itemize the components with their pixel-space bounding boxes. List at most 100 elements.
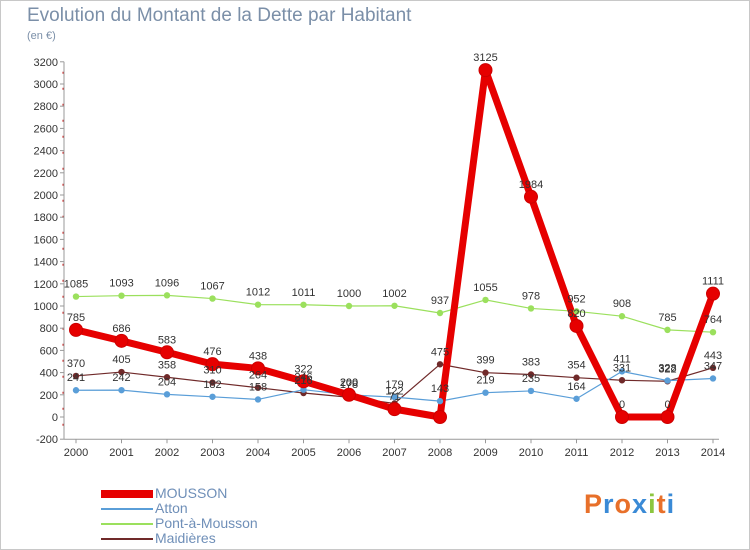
legend-label: Maidières bbox=[155, 530, 216, 546]
x-tick-label: 2010 bbox=[519, 447, 543, 459]
data-label-atton: 219 bbox=[476, 375, 494, 387]
data-label-pont-mousson: 952 bbox=[567, 293, 585, 305]
legend-item: MOUSSON bbox=[101, 485, 361, 502]
data-label-atton: 235 bbox=[522, 373, 540, 385]
data-point-mousson bbox=[160, 345, 174, 360]
data-label-atton: 246 bbox=[294, 372, 312, 384]
data-point-maidi-res bbox=[527, 371, 535, 378]
data-label-maidi-res: 370 bbox=[67, 358, 85, 370]
data-label-mousson: 322 bbox=[294, 363, 312, 375]
data-point-pont-mousson bbox=[391, 302, 398, 309]
data-point-atton bbox=[618, 368, 626, 375]
data-label-mousson: 0 bbox=[619, 399, 625, 411]
data-label-mousson: 1111 bbox=[702, 276, 724, 288]
data-label-maidi-res: 322 bbox=[658, 363, 676, 375]
data-point-pont-mousson bbox=[436, 309, 444, 317]
legend-item: Atton bbox=[101, 500, 361, 517]
data-point-maidi-res bbox=[618, 377, 626, 384]
data-point-maidi-res bbox=[709, 364, 717, 372]
logo-letter: r bbox=[603, 489, 615, 519]
data-label-pont-mousson: 1011 bbox=[292, 287, 316, 299]
data-label-maidi-res: 383 bbox=[522, 356, 540, 368]
data-label-atton: 182 bbox=[203, 379, 221, 391]
data-label-atton: 347 bbox=[704, 360, 722, 372]
x-tick-label: 2013 bbox=[655, 447, 679, 459]
y-tick-label: 2000 bbox=[34, 190, 58, 202]
x-tick-label: 2011 bbox=[565, 447, 589, 459]
legend-swatch bbox=[101, 523, 153, 525]
data-label-pont-mousson: 908 bbox=[613, 298, 631, 310]
data-label-mousson: 476 bbox=[203, 346, 221, 358]
logo-letter: P bbox=[584, 489, 604, 519]
y-tick-label: 1000 bbox=[34, 301, 58, 313]
data-label-maidi-res: 331 bbox=[613, 362, 631, 374]
data-point-mousson bbox=[205, 357, 220, 372]
logo-letter: i bbox=[648, 489, 657, 519]
data-point-pont-mousson bbox=[300, 301, 307, 308]
data-point-pont-mousson bbox=[254, 301, 262, 308]
x-tick-label: 2003 bbox=[200, 447, 224, 459]
data-point-mousson bbox=[524, 189, 538, 204]
data-point-pont-mousson bbox=[709, 328, 717, 336]
y-tick-label: 600 bbox=[40, 345, 58, 357]
data-label-maidi-res: 475 bbox=[431, 346, 449, 358]
data-point-atton bbox=[664, 377, 671, 384]
data-label-pont-mousson: 1055 bbox=[473, 282, 497, 294]
data-label-maidi-res: 264 bbox=[249, 370, 267, 382]
y-tick-label: 2600 bbox=[34, 123, 58, 135]
data-point-mousson bbox=[478, 63, 493, 78]
data-point-mousson bbox=[615, 410, 629, 424]
chart-legend: MOUSSON Atton Pont-à-Mousson Maidières bbox=[101, 485, 361, 547]
y-tick-label: 1400 bbox=[34, 257, 58, 269]
y-tick-label: 2200 bbox=[34, 168, 58, 180]
y-tick-label: 3000 bbox=[34, 79, 58, 91]
y-tick-label: 0 bbox=[52, 412, 58, 424]
data-point-atton bbox=[391, 393, 398, 401]
data-point-maidi-res bbox=[482, 369, 489, 376]
data-label-pont-mousson: 1000 bbox=[337, 288, 361, 300]
data-point-atton bbox=[163, 391, 171, 398]
chart-title: Evolution du Montant de la Dette par Hab… bbox=[27, 5, 412, 26]
data-point-pont-mousson bbox=[618, 313, 626, 320]
data-label-pont-mousson: 1002 bbox=[382, 288, 406, 300]
data-label-pont-mousson: 1085 bbox=[64, 279, 88, 291]
y-tick-label: 800 bbox=[40, 323, 58, 335]
data-point-maidi-res bbox=[72, 372, 80, 380]
x-tick-label: 2014 bbox=[701, 447, 725, 459]
data-label-mousson: 785 bbox=[67, 312, 85, 324]
data-point-atton bbox=[300, 386, 307, 393]
data-label-pont-mousson: 1012 bbox=[246, 287, 270, 299]
data-label-pont-mousson: 785 bbox=[658, 312, 676, 324]
data-label-maidi-res: 178 bbox=[340, 379, 358, 391]
x-tick-label: 2001 bbox=[109, 447, 133, 459]
data-label-maidi-res: 354 bbox=[567, 360, 585, 372]
data-point-mousson bbox=[69, 322, 83, 337]
data-point-atton bbox=[436, 397, 444, 405]
data-point-atton bbox=[254, 396, 262, 403]
data-point-pont-mousson bbox=[664, 326, 671, 334]
data-point-mousson bbox=[251, 361, 265, 376]
chart-unit-label: (en €) bbox=[27, 30, 56, 42]
data-label-atton: 411 bbox=[613, 353, 631, 365]
data-point-pont-mousson bbox=[118, 292, 125, 299]
data-label-atton: 179 bbox=[385, 379, 403, 391]
x-tick-label: 2004 bbox=[246, 447, 270, 459]
series-points bbox=[69, 63, 720, 424]
data-point-atton bbox=[482, 389, 489, 396]
data-label-maidi-res: 310 bbox=[203, 365, 221, 377]
y-tick-label: 2800 bbox=[34, 101, 58, 113]
data-label-maidi-res: 122 bbox=[385, 385, 403, 397]
data-point-mousson bbox=[569, 318, 584, 333]
y-tick-label: -200 bbox=[36, 434, 58, 446]
data-point-pont-mousson bbox=[345, 302, 353, 310]
data-label-mousson: 3125 bbox=[473, 52, 497, 64]
chart-axes: -200020040060080010001200140016001800200… bbox=[34, 57, 726, 459]
data-label-pont-mousson: 764 bbox=[704, 314, 722, 326]
data-point-maidi-res bbox=[209, 379, 216, 386]
data-label-atton: 164 bbox=[567, 381, 585, 393]
data-point-atton bbox=[209, 393, 216, 400]
data-point-pont-mousson bbox=[482, 296, 489, 304]
data-point-mousson bbox=[114, 333, 129, 348]
x-tick-label: 2002 bbox=[155, 447, 179, 459]
logo-letter: o bbox=[614, 489, 633, 519]
